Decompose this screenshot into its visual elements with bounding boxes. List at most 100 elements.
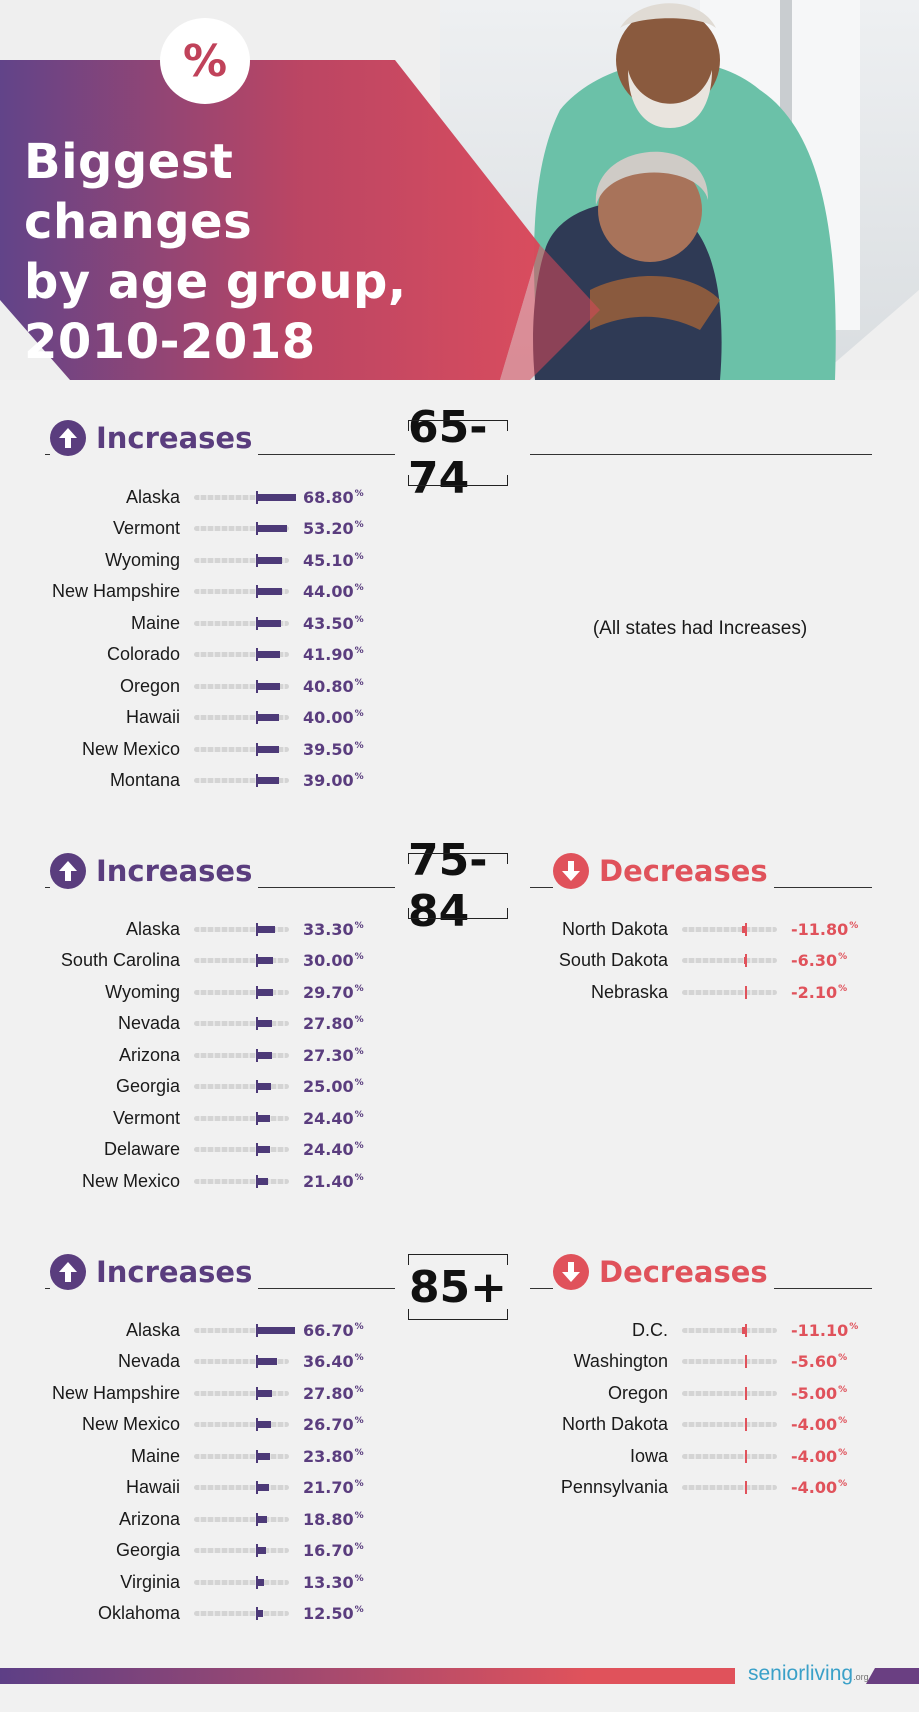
- bar-track: [194, 1512, 289, 1526]
- bar-track: [194, 1544, 289, 1557]
- percent-unit: %: [354, 1353, 364, 1363]
- percent-unit: %: [354, 952, 364, 962]
- percent-unit: %: [354, 488, 364, 499]
- percent-unit: %: [354, 520, 364, 530]
- state-row: Nebraska -2.10%: [493, 978, 871, 1006]
- bar-track: [194, 679, 289, 693]
- value-number: 41.90: [303, 645, 354, 664]
- value-label: -5.00%: [791, 1384, 871, 1403]
- state-name: Delaware: [103, 1139, 180, 1159]
- state-row: Arizona 27.30%: [5, 1041, 383, 1069]
- state-row: Vermont 53.20%: [5, 515, 383, 543]
- value-label: 13.30%: [303, 1573, 383, 1592]
- value-number: 66.70: [303, 1320, 354, 1340]
- state-row: South Carolina 30.00%: [5, 947, 383, 975]
- value-number: -11.10: [791, 1320, 849, 1340]
- value-label: 66.70%: [303, 1321, 383, 1340]
- state-name: South Dakota: [558, 950, 668, 970]
- value-number: -4.00: [791, 1446, 838, 1466]
- bar-track: [194, 1355, 289, 1368]
- value-label: -2.10%: [791, 983, 871, 1002]
- state-name: Oregon: [119, 675, 180, 696]
- bar-track: [682, 985, 777, 999]
- value-bar: [742, 1323, 747, 1337]
- percent-unit: %: [354, 1479, 364, 1489]
- section-divider: [530, 454, 872, 455]
- value-bar: [256, 522, 287, 535]
- value-number: 45.10: [303, 550, 354, 570]
- value-number: 16.70: [303, 1541, 354, 1560]
- value-bar: [742, 922, 747, 936]
- value-bar: [256, 1048, 272, 1062]
- all-increased-note: (All states had Increases): [592, 618, 808, 639]
- percent-unit: %: [838, 1447, 848, 1458]
- percent-unit: %: [354, 1046, 364, 1057]
- value-number: 27.80: [303, 1014, 354, 1033]
- percent-unit: %: [354, 1416, 364, 1426]
- state-row: Colorado 41.90%: [5, 641, 383, 669]
- percent-unit: %: [838, 1479, 848, 1489]
- state-name: New Hampshire: [51, 1382, 180, 1403]
- state-name: Arizona: [118, 1508, 180, 1529]
- bar-track: [194, 648, 289, 661]
- value-label: 24.40%: [303, 1140, 383, 1159]
- value-bar: [745, 1449, 747, 1463]
- value-bar: [744, 1386, 748, 1400]
- state-row: Montana 39.00%: [5, 767, 383, 795]
- value-label: 18.80%: [303, 1510, 383, 1529]
- hero-banner: % Biggest changes by age group, 2010-201…: [0, 0, 919, 380]
- decreases-label: Decreases: [599, 854, 768, 888]
- percent-unit: %: [354, 583, 364, 593]
- value-bar: [256, 1143, 271, 1156]
- value-number: 36.40: [303, 1352, 354, 1371]
- state-row: New Hampshire 27.80%: [5, 1379, 383, 1407]
- state-name: Oregon: [607, 1382, 668, 1403]
- value-label: 68.80%: [303, 488, 383, 507]
- percent-unit: %: [838, 1416, 848, 1426]
- value-label: -11.80%: [791, 920, 871, 939]
- value-bar: [256, 985, 274, 999]
- percent-unit: %: [354, 614, 364, 625]
- value-bar: [256, 1174, 269, 1188]
- value-label: -6.30%: [791, 951, 871, 970]
- brand-name: seniorliving: [748, 1662, 854, 1685]
- state-row: Maine 23.80%: [5, 1442, 383, 1470]
- bar-track: [194, 922, 289, 936]
- bar-track: [194, 1174, 289, 1188]
- bar-track: [682, 1355, 777, 1368]
- percent-unit: %: [354, 1542, 364, 1552]
- percent-unit: %: [354, 1384, 364, 1395]
- state-row: Delaware 24.40%: [5, 1136, 383, 1164]
- percent-unit: %: [354, 1447, 364, 1458]
- page-title: Biggest changes by age group, 2010-2018: [24, 132, 464, 372]
- state-name: Pennsylvania: [560, 1477, 668, 1497]
- bar-track: [194, 1017, 289, 1030]
- value-number: -4.00: [791, 1478, 838, 1497]
- state-row: Wyoming 29.70%: [5, 978, 383, 1006]
- state-row: Georgia 16.70%: [5, 1537, 383, 1565]
- value-label: -4.00%: [791, 1415, 871, 1434]
- percent-unit: %: [849, 1321, 859, 1332]
- percent-unit: %: [354, 1078, 364, 1088]
- bar-track: [682, 1323, 777, 1337]
- value-bar: [256, 711, 280, 724]
- state-name: Nevada: [117, 1013, 180, 1033]
- state-row: Pennsylvania -4.00%: [493, 1474, 871, 1502]
- percent-unit: %: [354, 551, 364, 562]
- age-group-label: 65-74: [408, 402, 508, 504]
- value-number: -2.10: [791, 982, 838, 1002]
- state-row: Alaska 33.30%: [5, 915, 383, 943]
- value-label: 27.80%: [303, 1014, 383, 1033]
- percent-unit: %: [838, 1353, 848, 1363]
- state-name: New Mexico: [81, 1170, 180, 1191]
- value-number: 26.70: [303, 1415, 354, 1434]
- state-row: Oregon -5.00%: [493, 1379, 871, 1407]
- value-bar: [256, 922, 276, 936]
- bar-track: [194, 1323, 295, 1337]
- value-bar: [256, 1111, 271, 1125]
- value-bar: [256, 616, 282, 630]
- value-label: 16.70%: [303, 1541, 383, 1560]
- state-name: Nebraska: [590, 981, 668, 1002]
- state-row: Hawaii 21.70%: [5, 1474, 383, 1502]
- value-bar: [256, 585, 282, 598]
